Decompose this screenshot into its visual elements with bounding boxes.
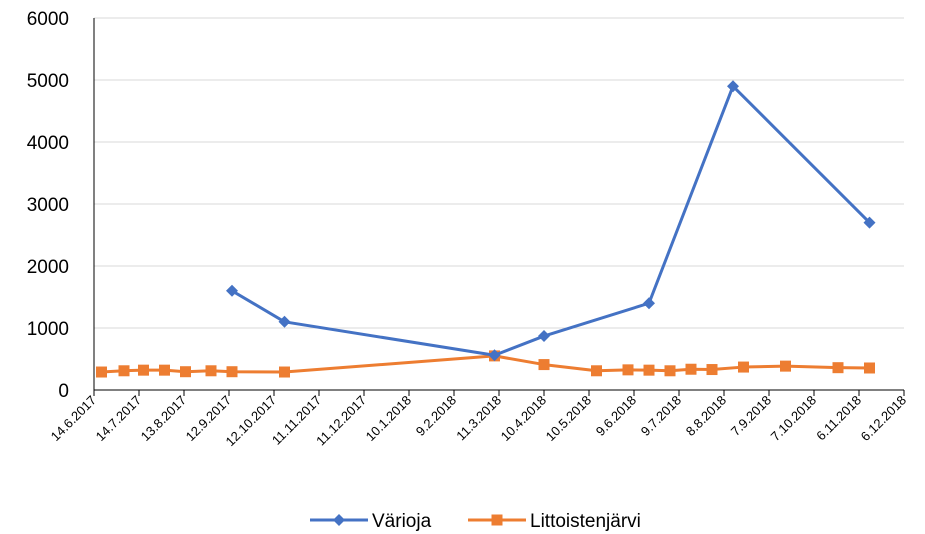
data-point: [118, 365, 130, 377]
x-tick-label: 9.7.2018: [638, 393, 684, 439]
data-point: [622, 364, 634, 376]
data-point: [205, 365, 217, 377]
legend: Värioja Littoistenjärvi: [310, 511, 641, 532]
x-tick-label: 14.6.2017: [48, 393, 100, 445]
y-tick-label: 1000: [27, 319, 69, 340]
x-tick-label: 10.5.2018: [543, 393, 595, 445]
gridlines: [94, 17, 904, 329]
data-point: [278, 315, 291, 328]
x-tick-label: 13.8.2017: [138, 393, 190, 445]
y-axis-tick-labels: 0 1000 2000 3000 4000 5000 6000: [27, 9, 69, 402]
data-point: [180, 366, 191, 378]
x-tick-label: 10.1.2018: [363, 393, 415, 445]
data-point: [138, 364, 149, 376]
data-point: [643, 364, 655, 376]
y-tick-label: 0: [58, 381, 69, 402]
data-point: [96, 366, 107, 378]
series-line: [231, 84, 871, 357]
x-tick-label: 7.10.2018: [768, 393, 820, 445]
data-point: [664, 365, 676, 377]
y-tick-label: 6000: [27, 9, 69, 30]
x-tick-label: 8.8.2018: [683, 393, 729, 439]
legend-marker: [333, 514, 345, 526]
data-point: [538, 359, 550, 371]
series-littoistenjarvi: [96, 350, 875, 378]
data-point: [591, 365, 602, 377]
y-tick-label: 4000: [27, 133, 69, 154]
axes: [93, 18, 905, 396]
data-point: [488, 349, 501, 362]
x-tick-label: 6.11.2018: [813, 393, 864, 444]
y-tick-label: 5000: [27, 71, 69, 92]
data-point: [685, 363, 697, 375]
data-point: [226, 366, 238, 378]
data-point: [727, 80, 739, 93]
x-tick-label: 11.3.2018: [453, 393, 504, 444]
x-tick-label: 7.9.2018: [728, 393, 774, 439]
y-tick-label: 3000: [27, 195, 69, 216]
legend-label: Värioja: [372, 511, 432, 532]
data-point: [643, 297, 655, 310]
data-point: [832, 362, 844, 374]
data-point: [863, 216, 876, 229]
x-tick-label: 10.4.2018: [498, 393, 550, 445]
x-axis-tick-labels: 14.6.201714.7.201713.8.201712.9.201712.1…: [48, 393, 910, 450]
data-point: [159, 364, 170, 376]
x-tick-label: 6.12.2018: [858, 393, 910, 445]
legend-label: Littoistenjärvi: [530, 511, 641, 532]
x-tick-label: 14.7.2017: [93, 393, 145, 445]
legend-marker: [491, 514, 503, 526]
data-point: [706, 364, 718, 376]
data-point: [738, 361, 749, 373]
y-tick-label: 2000: [27, 257, 69, 278]
data-point: [538, 330, 550, 343]
data-point: [279, 366, 290, 378]
data-point: [780, 360, 791, 372]
data-point: [226, 284, 238, 297]
x-tick-label: 9.2.2018: [413, 393, 459, 439]
series-varioja: [226, 80, 876, 362]
data-point: [864, 362, 875, 374]
series-line: [101, 354, 870, 374]
series-group: [96, 80, 876, 378]
x-tick-label: 9.6.2018: [593, 393, 639, 439]
